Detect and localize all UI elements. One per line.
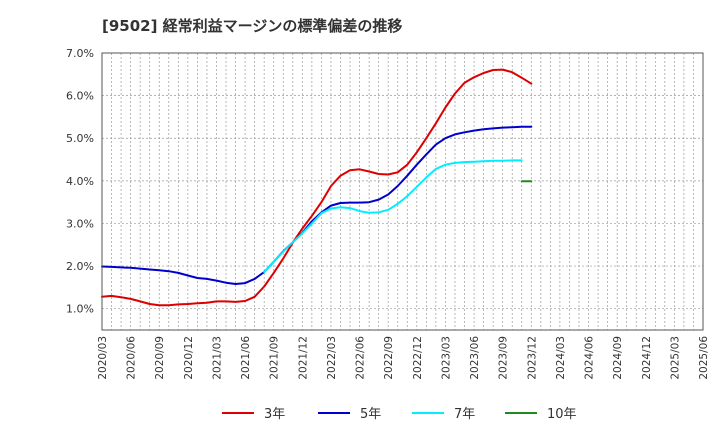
x-tick-label: 2024/12 bbox=[641, 336, 653, 380]
series-line-3年 bbox=[101, 68, 533, 307]
x-tick-label: 2025/06 bbox=[698, 336, 710, 380]
series-line-7年 bbox=[263, 159, 523, 273]
x-tick-label: 2021/03 bbox=[211, 336, 223, 380]
x-axis-ticks: 2020/03 2020/06 2020/09 2020/12 2021/03 2021/… bbox=[97, 336, 710, 380]
y-tick-label: 3.0% bbox=[66, 217, 94, 230]
x-tick-label: 2022/06 bbox=[355, 336, 367, 380]
x-tick-label: 2021/06 bbox=[240, 336, 252, 380]
x-tick-label: 2025/03 bbox=[669, 336, 681, 380]
x-tick-label: 2024/09 bbox=[612, 336, 624, 380]
y-tick-label: 2.0% bbox=[66, 260, 94, 273]
x-tick-label: 2024/06 bbox=[584, 336, 596, 380]
x-tick-label: 2023/06 bbox=[469, 336, 481, 380]
x-tick-label: 2023/09 bbox=[498, 336, 510, 380]
x-tick-label: 2020/12 bbox=[183, 336, 195, 380]
y-tick-label: 4.0% bbox=[66, 175, 94, 188]
y-tick-label: 5.0% bbox=[66, 132, 94, 145]
legend-label: 10年 bbox=[547, 407, 577, 422]
y-axis-ticks: 1.0% 2.0% 3.0% 4.0% 5.0% 6.0% 7.0% bbox=[66, 47, 94, 316]
x-tick-label: 2023/12 bbox=[526, 336, 538, 380]
x-tick-label: 2020/06 bbox=[126, 336, 138, 380]
y-tick-label: 6.0% bbox=[66, 90, 94, 103]
x-tick-label: 2020/09 bbox=[154, 336, 166, 380]
series-lines bbox=[101, 68, 533, 307]
x-tick-label: 2024/03 bbox=[555, 336, 567, 380]
x-tick-label: 2022/09 bbox=[383, 336, 395, 380]
plot-frame bbox=[101, 52, 704, 331]
x-tick-label: 2022/12 bbox=[412, 336, 424, 380]
x-tick-label: 2021/12 bbox=[297, 336, 309, 380]
series-line-5年 bbox=[101, 125, 533, 285]
x-tick-label: 2021/09 bbox=[269, 336, 281, 380]
legend: 3年 5年 7年 10年 bbox=[222, 407, 577, 422]
y-tick-label: 7.0% bbox=[66, 47, 94, 60]
legend-label: 7年 bbox=[454, 407, 475, 422]
plot-area bbox=[102, 53, 703, 330]
x-tick-label: 2020/03 bbox=[97, 336, 109, 380]
x-tick-label: 2023/03 bbox=[440, 336, 452, 380]
legend-label: 5年 bbox=[360, 407, 381, 422]
legend-label: 3年 bbox=[264, 407, 285, 422]
chart-title: [9502] 経常利益マージンの標準偏差の推移 bbox=[102, 17, 402, 35]
x-tick-label: 2022/03 bbox=[326, 336, 338, 380]
y-tick-label: 1.0% bbox=[66, 303, 94, 316]
